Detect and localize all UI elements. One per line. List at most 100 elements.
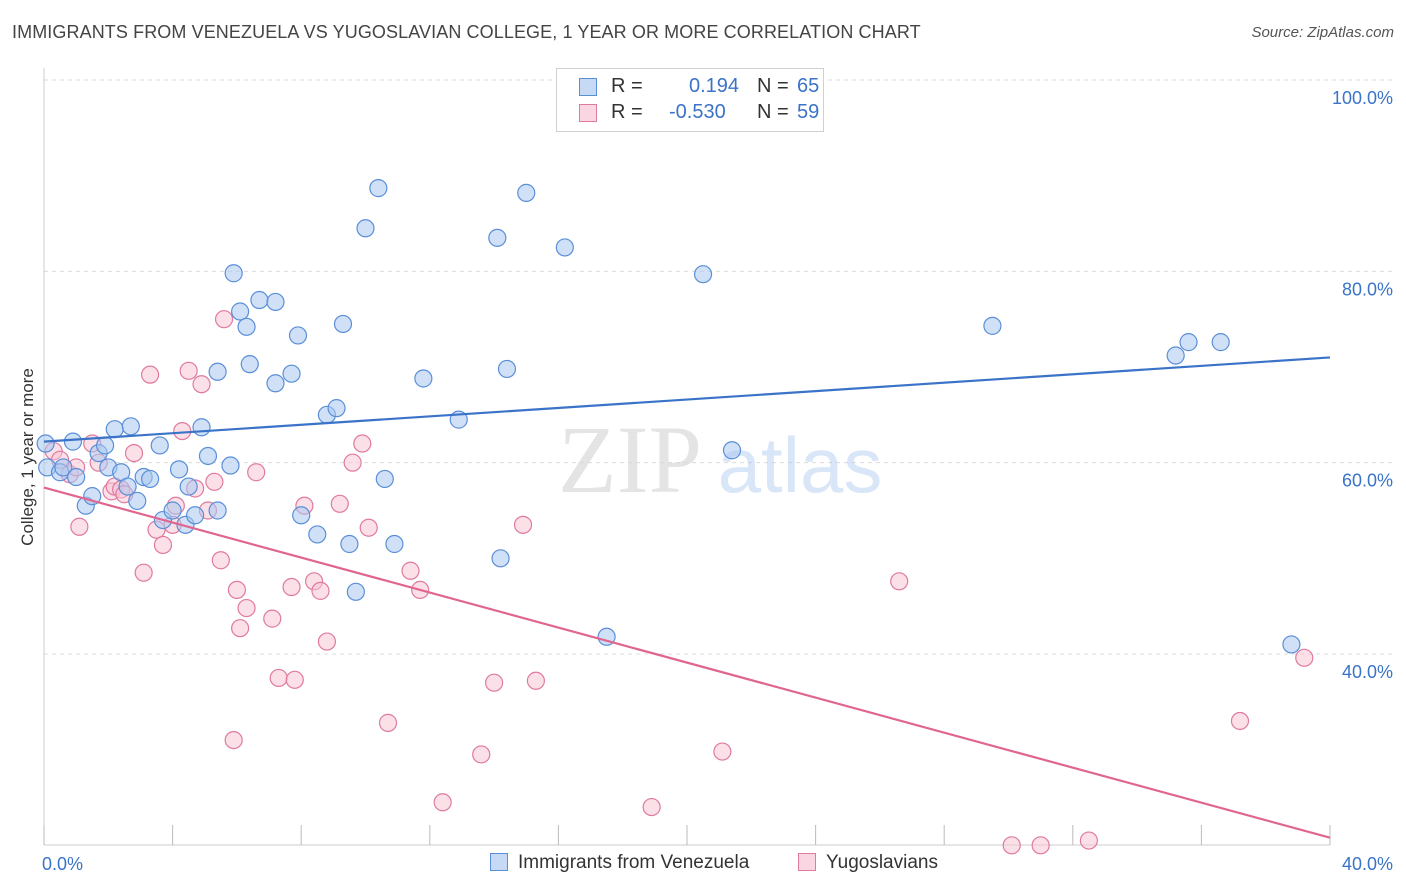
venezuela-point	[722, 441, 742, 460]
venezuela-point	[1282, 635, 1301, 654]
yugoslavians-point	[227, 580, 246, 600]
x-tick-label: 40.0%	[1342, 854, 1393, 874]
watermark: ZIP atlas	[558, 406, 882, 513]
venezuela-point	[288, 326, 308, 345]
yugoslavians-point	[140, 365, 160, 384]
yugoslavians-point	[211, 551, 230, 570]
yugoslavians-point	[231, 619, 250, 638]
legend-swatch-yugoslavians	[579, 104, 597, 122]
venezuela-point	[163, 501, 182, 520]
venezuela-point	[346, 582, 365, 601]
yugoslavians-point	[513, 515, 533, 534]
venezuela-point	[333, 314, 353, 334]
yugoslavians-point	[472, 745, 491, 764]
yugoslavians-point	[330, 494, 349, 513]
venezuela-point	[356, 219, 375, 238]
correlation-legend: R = 0.194 N = 65 R = -0.530 N = 59	[556, 68, 824, 132]
chart-title: IMMIGRANTS FROM VENEZUELA VS YUGOSLAVIAN…	[12, 22, 921, 42]
venezuela-point	[36, 434, 55, 453]
yugoslavians-point	[1079, 831, 1098, 850]
yugoslavians-point	[1002, 836, 1021, 855]
venezuela-point	[179, 477, 198, 496]
series-swatch-yugoslavians	[798, 853, 816, 871]
venezuela-point	[308, 525, 327, 544]
venezuela-point	[555, 238, 574, 257]
watermark-atlas: atlas	[718, 421, 883, 509]
venezuela-point	[292, 506, 311, 525]
yugoslavians-trend-line	[43, 486, 1331, 839]
y-tick-label: 100.0%	[1332, 88, 1393, 108]
venezuela-point	[983, 316, 1002, 335]
venezuela-point	[488, 228, 507, 247]
venezuela-point	[208, 501, 227, 520]
venezuela-point	[63, 432, 83, 451]
venezuela-point	[121, 417, 140, 436]
venezuela-point	[1179, 333, 1198, 352]
legend-r-label: R =	[611, 75, 643, 97]
legend-n-label: N =	[757, 101, 789, 123]
yugoslavians-point	[526, 671, 545, 690]
source-label: Source: ZipAtlas.com	[1251, 24, 1394, 41]
venezuela-point	[169, 460, 189, 479]
yugoslavians-point	[311, 581, 330, 600]
venezuela-trend-line	[43, 356, 1331, 443]
venezuela-point	[282, 364, 301, 383]
yugoslavians-point	[153, 535, 173, 555]
x-tick-label: 0.0%	[42, 854, 83, 874]
legend-r-label: R =	[611, 101, 643, 123]
yugoslavians-point	[134, 563, 153, 582]
yugoslavians-point	[401, 561, 420, 580]
yugoslavians-point	[317, 632, 337, 651]
venezuela-point	[221, 456, 240, 475]
yugoslavians-point	[179, 361, 198, 380]
legend-n-label: N =	[757, 75, 789, 97]
venezuela-point	[266, 374, 285, 393]
venezuela-point	[150, 436, 169, 455]
series-legend-venezuela: Immigrants from Venezuela	[490, 852, 749, 874]
legend-r-value: -0.530	[669, 101, 726, 123]
yugoslavians-point	[192, 375, 211, 394]
series-label-venezuela: Immigrants from Venezuela	[518, 852, 750, 873]
legend-n-value: 59	[797, 101, 820, 123]
legend-n-value: 65	[797, 75, 820, 97]
series-legend-yugoslavians: Yugoslavians	[798, 852, 938, 874]
yugoslavians-point	[237, 598, 256, 618]
yugoslavians-point	[713, 742, 732, 761]
venezuela-point	[369, 179, 388, 198]
venezuela-point	[198, 446, 218, 466]
venezuela-point	[186, 506, 205, 525]
yugoslavians-points	[44, 310, 1314, 855]
legend-r-value: 0.194	[689, 75, 740, 97]
yugoslavians-point	[224, 730, 243, 750]
yugoslavians-point	[214, 310, 234, 329]
venezuela-point	[95, 436, 115, 455]
yugoslavians-point	[263, 609, 282, 628]
venezuela-point	[497, 359, 517, 379]
yugoslavians-point	[269, 668, 288, 688]
yugoslavians-point	[353, 434, 372, 453]
yugoslavians-point	[1230, 711, 1250, 731]
yugoslavians-point	[124, 444, 144, 463]
venezuela-point	[231, 302, 250, 321]
venezuela-point	[693, 265, 713, 284]
venezuela-point	[67, 467, 86, 487]
venezuela-point	[414, 369, 433, 388]
venezuela-point	[517, 183, 536, 202]
venezuela-point	[1211, 333, 1230, 352]
venezuela-point	[1166, 346, 1185, 365]
series-label-yugoslavians: Yugoslavians	[826, 852, 938, 873]
tick-labels: 40.0% 60.0% 80.0% 100.0% 0.0% 40.0%	[42, 88, 1393, 874]
y-tick-label: 60.0%	[1342, 471, 1393, 491]
venezuela-point	[237, 317, 256, 336]
yugoslavians-point	[285, 670, 304, 689]
yugoslavians-point	[433, 793, 452, 812]
venezuela-point	[385, 534, 404, 554]
venezuela-point	[192, 418, 211, 437]
yugoslavians-point	[247, 463, 266, 482]
y-tick-label: 80.0%	[1342, 279, 1393, 299]
yugoslavians-point	[343, 453, 362, 472]
yugoslavians-point	[485, 673, 504, 692]
venezuela-point	[118, 477, 137, 496]
venezuela-points	[36, 179, 1301, 654]
watermark-zip: ZIP	[558, 406, 702, 513]
